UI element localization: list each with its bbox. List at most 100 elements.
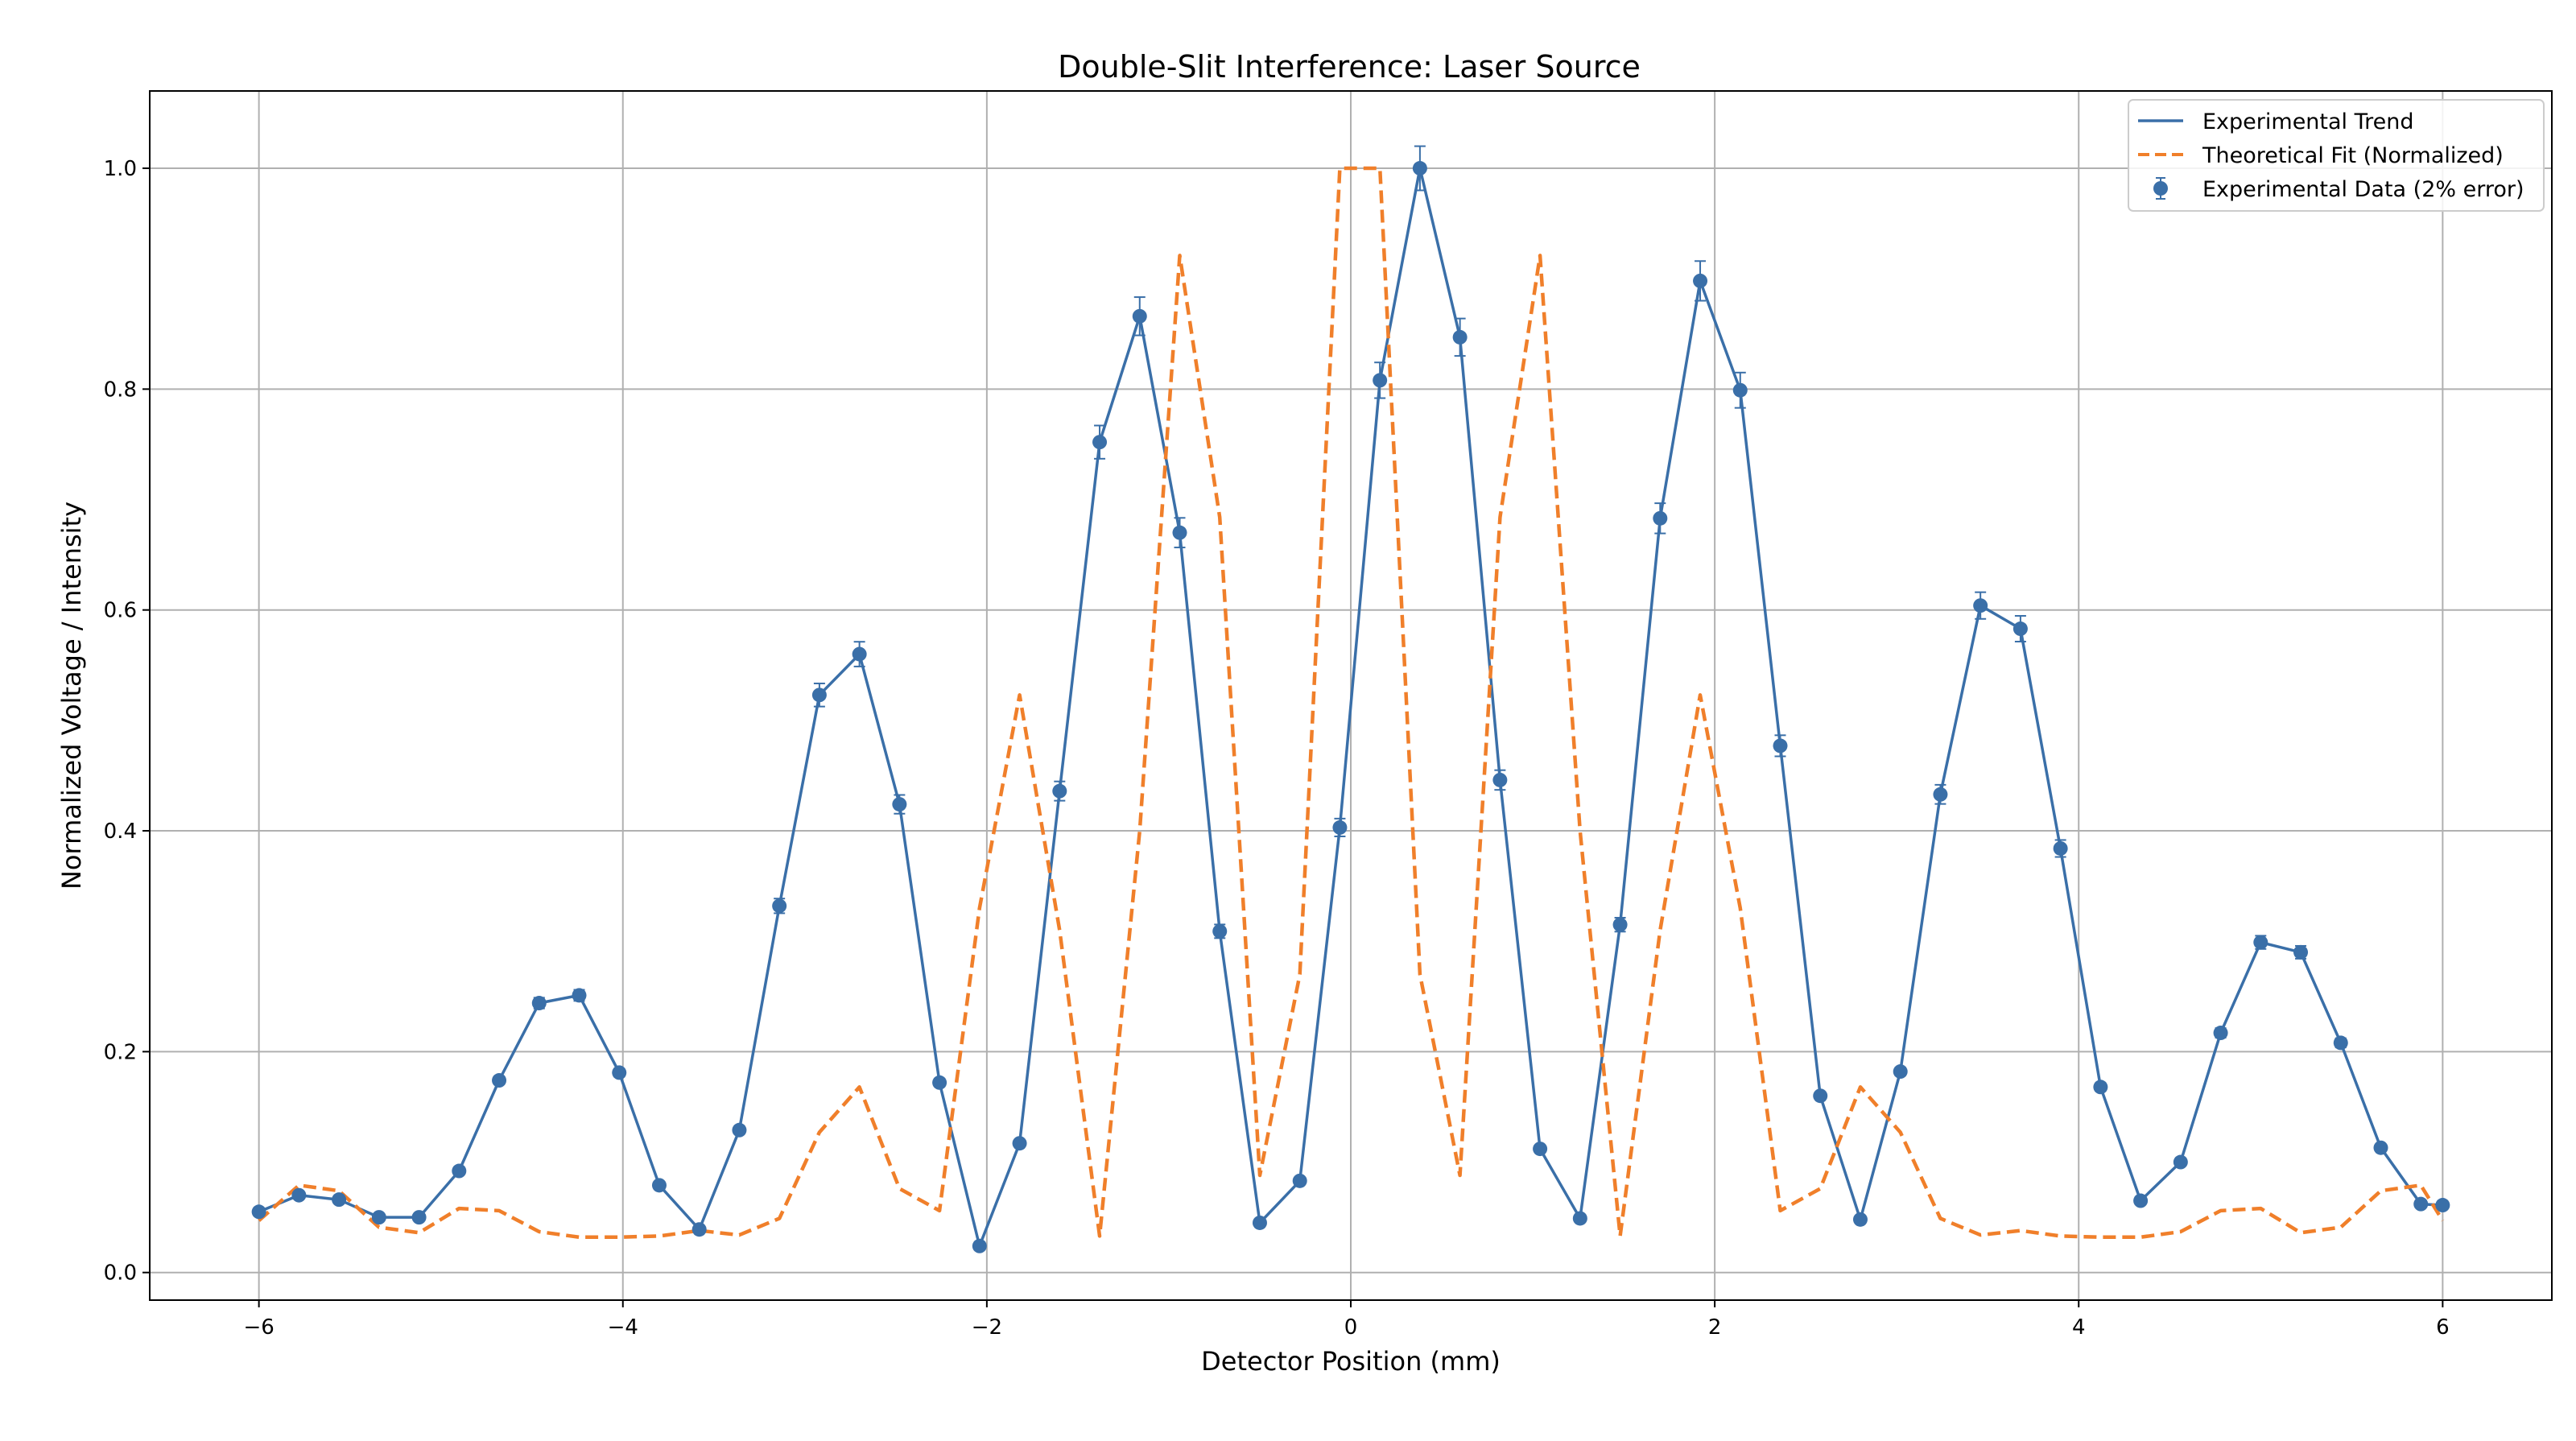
data-marker <box>2435 1198 2450 1213</box>
data-marker <box>411 1210 427 1225</box>
y-tick-label: 0.0 <box>104 1261 137 1286</box>
x-tick-label: −2 <box>972 1315 1002 1340</box>
data-marker <box>1773 738 1788 754</box>
y-tick-label: 0.6 <box>104 599 137 623</box>
experimental-data-point <box>612 1065 627 1080</box>
data-marker <box>1653 510 1668 526</box>
data-marker <box>732 1122 747 1138</box>
experimental-data-point <box>1813 1088 1828 1104</box>
data-marker <box>2173 1154 2188 1170</box>
experimental-data-point <box>1893 1064 1908 1080</box>
data-marker <box>612 1065 627 1080</box>
experimental-data-point <box>2213 1026 2228 1041</box>
experimental-data-point <box>892 794 907 815</box>
legend-box <box>2128 99 2545 212</box>
y-tick-label: 0.2 <box>104 1040 137 1064</box>
experimental-data-point <box>2133 1193 2149 1208</box>
experimental-data-point <box>1012 1136 1027 1151</box>
experimental-data-point <box>651 1178 667 1193</box>
data-marker <box>2213 1026 2228 1041</box>
experimental-data-point <box>1732 371 1748 409</box>
data-marker <box>1732 382 1748 398</box>
experimental-data-point <box>1092 424 1108 460</box>
experimental-data-point <box>531 996 547 1011</box>
data-marker <box>1973 598 1988 613</box>
data-marker <box>1852 1212 1868 1227</box>
data-marker <box>2053 840 2068 856</box>
data-marker <box>332 1192 347 1208</box>
experimental-data-point <box>492 1073 507 1088</box>
experimental-trend-line <box>258 167 2443 1248</box>
data-marker <box>2293 944 2309 960</box>
data-marker <box>892 797 907 812</box>
data-marker <box>691 1222 707 1237</box>
experimental-data-point <box>291 1187 307 1203</box>
experimental-data-point <box>1332 817 1348 837</box>
data-marker <box>1533 1142 1548 1157</box>
data-marker <box>1492 772 1508 787</box>
experimental-data-point <box>691 1222 707 1237</box>
experimental-data-point <box>1852 1212 1868 1227</box>
experimental-data-point <box>1412 145 1427 192</box>
data-marker <box>1132 308 1147 324</box>
experimental-data-point <box>732 1122 747 1138</box>
data-marker <box>1292 1173 1307 1188</box>
data-marker <box>1172 525 1187 540</box>
data-marker <box>1693 273 1708 288</box>
legend-data-swatch <box>2153 177 2168 200</box>
data-marker <box>1452 329 1468 345</box>
legend-theoretical-label: Theoretical Fit (Normalized) <box>2202 143 2504 168</box>
data-marker <box>1332 820 1348 835</box>
experimental-data-point <box>1252 1215 1267 1230</box>
y-axis-label: Normalized Voltage / Intensity <box>56 502 87 890</box>
x-tick-label: 0 <box>1344 1315 1358 1340</box>
data-marker <box>251 1204 266 1220</box>
experimental-data-point <box>332 1192 347 1208</box>
x-tick-label: 2 <box>1708 1315 1722 1340</box>
experimental-data-point <box>2053 839 2068 858</box>
experimental-data-point <box>1612 916 1628 933</box>
y-tick-label: 0.8 <box>104 378 137 402</box>
experimental-data-point <box>1132 296 1147 337</box>
data-marker <box>2093 1080 2108 1095</box>
experimental-data-point <box>411 1210 427 1225</box>
data-marker <box>492 1073 507 1088</box>
experimental-data-point <box>2173 1154 2188 1170</box>
y-tick-label: 1.0 <box>104 157 137 181</box>
experimental-data-point <box>1773 734 1788 758</box>
experimental-data-point <box>2373 1140 2388 1155</box>
data-marker <box>1052 783 1067 799</box>
data-marker <box>1092 435 1108 450</box>
data-marker <box>1893 1064 1908 1080</box>
data-marker <box>1572 1211 1587 1226</box>
legend: Experimental Trend Theoretical Fit (Norm… <box>2128 99 2545 212</box>
data-marker <box>2013 621 2028 637</box>
experimental-data-point <box>572 988 587 1003</box>
x-tick-label: 4 <box>2072 1315 2086 1340</box>
data-marker <box>1612 917 1628 932</box>
experimental-data-point <box>2435 1198 2450 1213</box>
x-axis-label: Detector Position (mm) <box>1201 1346 1501 1377</box>
data-marker <box>1813 1088 1828 1104</box>
data-marker <box>452 1163 467 1179</box>
experimental-data-point <box>1572 1211 1587 1226</box>
experimental-data-point <box>1533 1142 1548 1157</box>
experimental-data-point <box>932 1075 947 1090</box>
experimental-data-point <box>251 1204 266 1220</box>
data-marker <box>1933 787 1948 802</box>
experimental-data-point <box>1292 1173 1307 1188</box>
data-marker <box>572 988 587 1003</box>
experimental-data-point <box>1492 769 1508 791</box>
data-marker <box>811 687 827 703</box>
experimental-data-point <box>2293 944 2309 960</box>
data-marker <box>1373 373 1388 388</box>
series-layer <box>251 145 2450 1253</box>
experimental-data-point <box>2253 935 2268 950</box>
data-marker <box>972 1238 987 1253</box>
legend-experimental-label: Experimental Trend <box>2202 109 2414 134</box>
experimental-data-point <box>972 1238 987 1253</box>
experimental-data-point <box>1172 517 1187 549</box>
experimental-data-point <box>1693 260 1708 302</box>
